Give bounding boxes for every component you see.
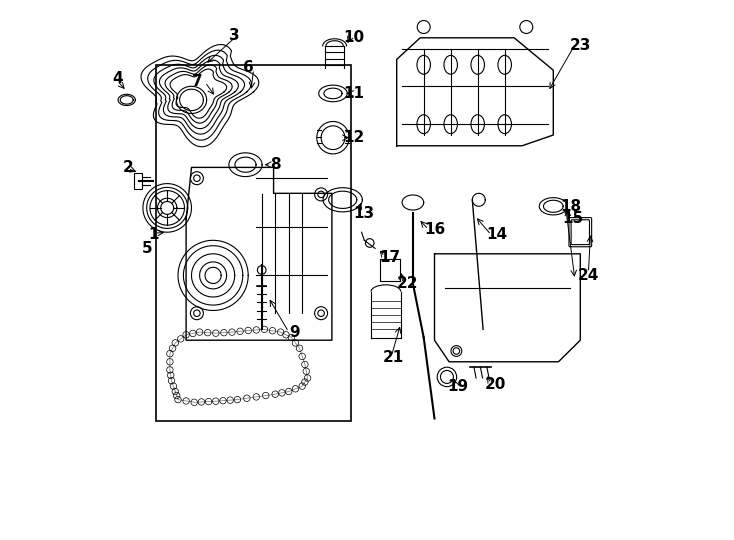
Text: 21: 21 <box>382 350 404 365</box>
Text: 16: 16 <box>424 222 445 237</box>
Text: 8: 8 <box>270 157 280 172</box>
Text: 2: 2 <box>123 160 133 175</box>
Text: 5: 5 <box>142 241 152 256</box>
Text: 10: 10 <box>344 30 365 45</box>
Text: 7: 7 <box>192 73 202 89</box>
Text: 3: 3 <box>230 28 240 43</box>
Text: 9: 9 <box>288 325 299 340</box>
Text: 13: 13 <box>354 206 375 221</box>
Text: 4: 4 <box>112 71 123 86</box>
Text: 1: 1 <box>148 227 159 242</box>
Text: 19: 19 <box>447 379 468 394</box>
Text: 15: 15 <box>563 211 584 226</box>
Bar <box>134 173 142 189</box>
Bar <box>156 65 351 421</box>
Text: 18: 18 <box>561 199 581 214</box>
Text: 24: 24 <box>578 268 599 283</box>
Text: 14: 14 <box>486 227 507 242</box>
Text: 6: 6 <box>243 60 253 75</box>
Text: 20: 20 <box>485 377 506 392</box>
Text: 17: 17 <box>379 250 400 265</box>
Text: 12: 12 <box>344 130 365 145</box>
Text: 11: 11 <box>344 86 365 101</box>
Text: 23: 23 <box>570 38 591 53</box>
Text: 22: 22 <box>397 276 418 291</box>
